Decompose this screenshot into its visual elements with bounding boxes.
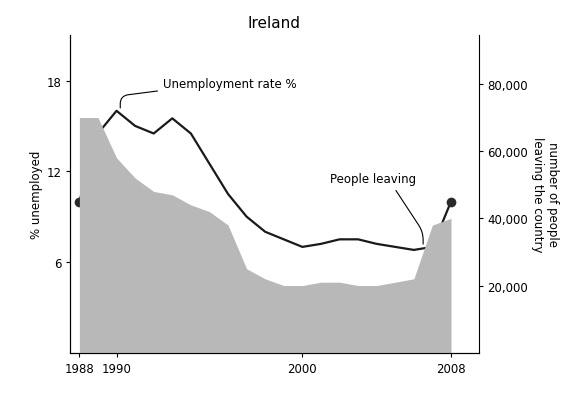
Title: Ireland: Ireland <box>248 16 301 31</box>
Y-axis label: number of people
leaving the country: number of people leaving the country <box>531 137 559 252</box>
Text: Unemployment rate %: Unemployment rate % <box>120 78 297 109</box>
Y-axis label: % unemployed: % unemployed <box>30 150 43 239</box>
Text: People leaving: People leaving <box>330 173 423 245</box>
